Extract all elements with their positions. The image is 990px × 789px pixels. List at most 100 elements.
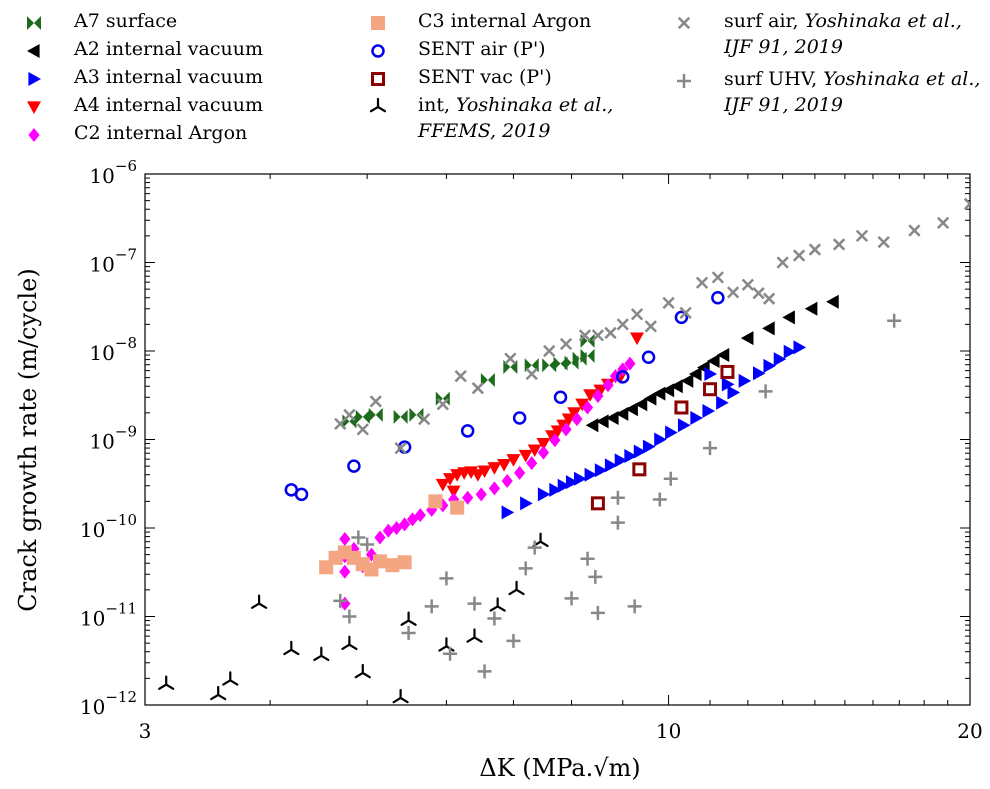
x-tick-label: 10 <box>656 719 681 743</box>
data-point <box>466 628 483 643</box>
data-point <box>604 458 618 473</box>
data-point <box>762 292 776 305</box>
legend-marker-shape <box>27 101 41 114</box>
data-point <box>488 481 501 496</box>
data-point <box>394 441 407 455</box>
data-point <box>727 385 741 400</box>
data-point <box>804 301 818 316</box>
data-point <box>294 487 309 502</box>
legend: A7 surface A2 internal vacuum A3 internal … <box>0 4 990 154</box>
data-point <box>594 463 608 478</box>
data-point <box>630 332 645 346</box>
data-point <box>616 318 629 331</box>
data-point <box>504 352 517 365</box>
data-point <box>414 508 426 523</box>
data-point <box>487 462 502 475</box>
data-point <box>595 414 609 429</box>
data-point <box>448 492 460 507</box>
data-point <box>537 445 550 460</box>
data-point <box>680 373 694 388</box>
data-point <box>792 249 806 262</box>
data-point <box>527 540 542 555</box>
legend-marker <box>28 128 40 142</box>
data-point <box>400 611 417 626</box>
data-point <box>630 308 644 321</box>
data-point <box>571 412 583 427</box>
data-point <box>584 467 598 482</box>
data-point <box>652 492 667 507</box>
data-point <box>409 407 424 422</box>
data-point <box>706 354 720 369</box>
data-point <box>341 635 358 651</box>
data-point <box>936 216 950 230</box>
data-point <box>439 571 454 586</box>
series-2 <box>501 340 807 520</box>
data-point <box>390 521 403 535</box>
data-point <box>553 356 568 371</box>
data-point <box>716 348 730 363</box>
data-points <box>158 197 970 704</box>
data-point <box>615 406 629 421</box>
data-point <box>428 494 443 509</box>
data-point <box>313 646 330 662</box>
data-point <box>393 409 408 424</box>
legend-marker-shape <box>27 16 41 30</box>
data-point <box>616 370 630 384</box>
data-point <box>855 229 869 242</box>
legend-marker <box>28 72 41 86</box>
data-point <box>625 402 638 417</box>
data-point <box>564 591 579 606</box>
legend-label: surf UHV, Yoshinaka et al., IJF 91, 2019 <box>724 68 981 116</box>
data-point <box>497 459 512 472</box>
data-point <box>512 411 527 425</box>
legend-label: SENT air (P') <box>418 38 546 60</box>
y-axis: 10−12 10−11 10−10 10−9 10−8 10−7 10−6 <box>80 157 970 719</box>
data-point <box>624 356 636 371</box>
data-point <box>446 485 461 499</box>
data-point <box>776 256 789 269</box>
y-tick-label: 10−12 <box>80 688 137 719</box>
data-point <box>674 310 689 325</box>
data-point <box>908 224 921 237</box>
x-axis: 3 10 20 <box>139 174 983 743</box>
legend-label: C3 internal Argon <box>418 10 592 32</box>
data-point <box>360 537 375 552</box>
data-point <box>339 532 351 547</box>
data-point <box>537 487 551 502</box>
y-tick-label: 10−8 <box>89 334 137 365</box>
legend-label: A7 surface <box>74 10 178 32</box>
y-tick-label: 10−6 <box>89 157 137 188</box>
data-point <box>560 422 572 437</box>
data-point <box>641 350 656 364</box>
data-point <box>399 517 411 532</box>
data-point <box>662 296 675 309</box>
data-point <box>663 471 678 486</box>
data-point <box>633 444 647 459</box>
data-point <box>424 599 439 614</box>
data-point <box>343 408 356 421</box>
data-point <box>644 320 657 333</box>
data-point <box>793 340 807 355</box>
data-point <box>210 685 227 701</box>
y-tick-label: 10−10 <box>80 511 137 542</box>
legend-marker-shape <box>677 74 691 88</box>
data-point <box>590 496 605 511</box>
data-point <box>604 326 617 340</box>
data-point <box>578 329 592 342</box>
data-point <box>368 407 383 422</box>
data-point <box>670 379 683 394</box>
data-point <box>438 637 455 652</box>
data-point <box>471 382 485 395</box>
data-point <box>385 558 400 573</box>
data-point <box>527 444 542 458</box>
data-point <box>477 664 492 679</box>
data-point <box>489 597 506 612</box>
data-point <box>581 400 594 415</box>
data-point <box>549 482 562 497</box>
data-point <box>506 454 521 467</box>
legend-label: C2 internal Argon <box>74 122 248 144</box>
data-point <box>610 515 625 530</box>
data-point <box>773 352 787 367</box>
data-point <box>575 398 590 412</box>
